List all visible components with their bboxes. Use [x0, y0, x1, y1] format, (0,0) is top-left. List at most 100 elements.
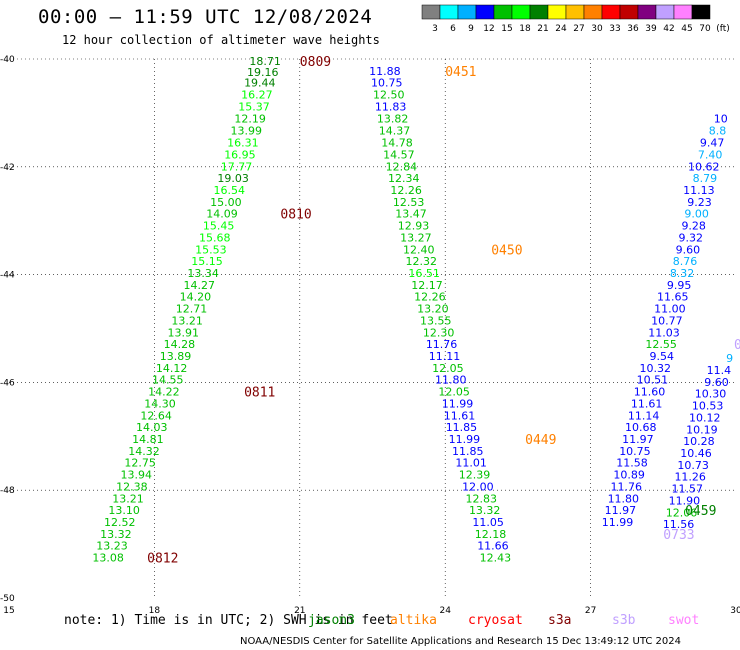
- data-point-s3a: 14.27: [183, 279, 215, 292]
- colorbar-label: 24: [555, 24, 567, 34]
- data-point-jason3: 8.79: [693, 172, 718, 185]
- data-point-s3a: 14.55: [152, 374, 184, 387]
- data-point-altika: 12.34: [388, 172, 420, 185]
- data-point-s3a: 15.45: [203, 220, 235, 233]
- data-point-s3a: 17.77: [221, 160, 253, 173]
- colorbar-label: 70: [699, 24, 711, 34]
- y-tick-label: -50: [0, 594, 15, 604]
- x-tick-label: 24: [439, 606, 451, 616]
- colorbar-label: 33: [609, 24, 620, 34]
- data-point-cryosat: 11.61: [631, 397, 663, 410]
- colorbar-swatch: [673, 4, 693, 20]
- data-point-s3a: 14.30: [144, 397, 176, 410]
- footer-credit: NOAA/NESDIS Center for Satellite Applica…: [240, 636, 682, 647]
- data-point-altika: 14.37: [379, 125, 411, 138]
- data-point-s3a: 12.19: [234, 112, 266, 125]
- data-point-jason3: 9.47: [700, 137, 725, 150]
- colorbar-swatch: [439, 4, 459, 20]
- data-point-altika: 12.84: [386, 160, 418, 173]
- data-point-s3a: 16.95: [224, 148, 256, 161]
- y-tick-label: -40: [0, 55, 15, 65]
- data-point-s3a: 13.08: [92, 552, 124, 565]
- data-point-jason3: 9.28: [681, 220, 706, 233]
- data-point-jason3: 11.13: [683, 184, 715, 197]
- data-point-s3a: 15.53: [195, 243, 227, 256]
- pass-time-label: 0809: [300, 55, 331, 70]
- y-tick-label: -42: [0, 163, 15, 173]
- data-point-s3b: 11.56: [663, 518, 695, 531]
- colorbar-swatch: [421, 4, 441, 20]
- data-point-cryosat: 10.68: [625, 421, 657, 434]
- data-point-altika: 11.80: [435, 374, 467, 387]
- legend-swot: swot: [668, 613, 700, 628]
- colorbar-label: (ft): [716, 24, 730, 34]
- data-point-cryosat: 11.76: [610, 480, 642, 493]
- data-point-cryosat: 11.80: [608, 492, 640, 505]
- colorbar-swatch: [475, 4, 495, 20]
- y-tick-label: -48: [0, 486, 15, 496]
- data-point-s3a: 18.71: [249, 55, 281, 68]
- colorbar-label: 36: [627, 24, 639, 34]
- data-point-s3a: 13.21: [171, 314, 203, 327]
- data-point-jason3: 7.40: [698, 148, 723, 161]
- data-point-jason3: 8.32: [670, 267, 695, 280]
- data-point-s3a: 19.16: [247, 66, 279, 79]
- data-point-altika: 12.26: [414, 291, 446, 304]
- data-point-altika: 12.93: [398, 220, 430, 233]
- data-point-s3b: 10.73: [677, 459, 709, 472]
- note-text: note: 1) Time is in UTC; 2) SWH is in fe…: [64, 613, 393, 628]
- colorbar-swatch: [493, 4, 513, 20]
- data-point-altika: 12.05: [432, 362, 464, 375]
- colorbar-label: 39: [645, 24, 657, 34]
- data-point-altika: 12.26: [390, 184, 422, 197]
- data-point-altika: 11.76: [426, 338, 458, 351]
- data-point-s3b: 9.60: [704, 376, 729, 389]
- data-point-s3b: 10.53: [692, 400, 724, 413]
- data-point-altika: 14.57: [383, 148, 415, 161]
- data-point-s3a: 13.94: [120, 469, 152, 482]
- data-point-jason3: 12.55: [645, 338, 677, 351]
- data-point-s3a: 15.37: [238, 100, 270, 113]
- data-point-altika: 16.51: [408, 267, 440, 280]
- data-point-altika: 12.39: [459, 469, 491, 482]
- data-point-jason3: 9.60: [676, 243, 701, 256]
- chart-points: 18.7119.1619.4416.2715.3712.1913.9916.31…: [92, 55, 733, 564]
- data-point-s3b: 11.4: [707, 364, 732, 377]
- colorbar-swatch: [583, 4, 603, 20]
- colorbar-swatch: [691, 4, 711, 20]
- data-point-altika: 10.75: [371, 77, 403, 90]
- colorbar-label: 45: [681, 24, 692, 34]
- data-point-altika: 11.99: [449, 433, 481, 446]
- data-point-cryosat: 11.99: [602, 516, 634, 529]
- data-point-s3b: 10.19: [686, 423, 718, 436]
- data-point-jason3: 9.00: [684, 208, 709, 221]
- data-point-s3b: 10.46: [680, 447, 712, 460]
- data-point-s3a: 14.81: [132, 433, 164, 446]
- colorbar-swatch: [637, 4, 657, 20]
- pass-time-label: 0810: [280, 208, 311, 223]
- data-point-s3a: 12.38: [116, 480, 148, 493]
- data-point-jason3: 10.77: [651, 314, 683, 327]
- colorbar-swatch: [601, 4, 621, 20]
- chart-axes: 15 18 21 24 27 30 -40 -42 -44 -46 -48 -50: [0, 55, 740, 616]
- data-point-cryosat: 11.97: [605, 504, 637, 517]
- data-point-s3a: 14.12: [156, 362, 188, 375]
- data-point-altika: 11.66: [477, 540, 509, 553]
- pass-labels: 0809 0451 0810 0450 0732 0811 0449 0459 0733 0812: [147, 55, 740, 566]
- legend-jason3: jason3: [308, 613, 355, 628]
- data-point-cryosat: 10.32: [640, 362, 672, 375]
- colorbar-swatch: [655, 4, 675, 20]
- data-point-s3b: 11.57: [672, 483, 704, 496]
- data-point-s3a: 13.89: [160, 350, 192, 363]
- data-point-jason3: 10: [714, 112, 728, 125]
- data-point-s3b: 11.26: [674, 471, 706, 484]
- colorbar-label: 30: [591, 24, 603, 34]
- colorbar-swatch: [565, 4, 585, 20]
- data-point-s3a: 14.20: [180, 291, 212, 304]
- data-point-cryosat: 10.75: [619, 445, 651, 458]
- colorbar-swatch: [529, 4, 549, 20]
- pass-time-label: 0733: [663, 528, 694, 543]
- data-point-altika: 12.43: [480, 552, 512, 565]
- data-point-s3a: 19.44: [244, 77, 276, 90]
